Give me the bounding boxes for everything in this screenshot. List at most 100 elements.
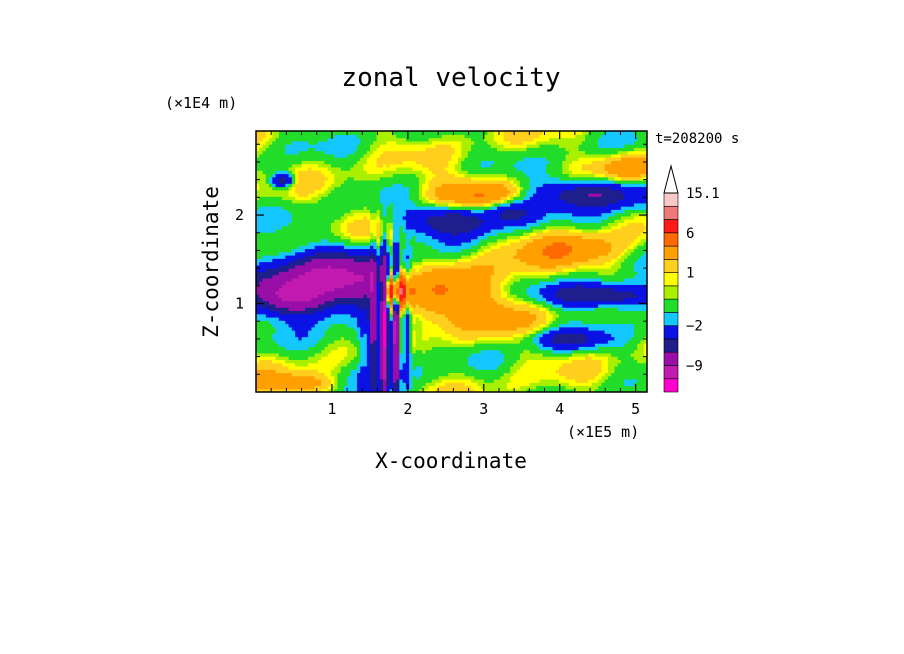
contour-cell	[594, 378, 599, 383]
contour-cell	[418, 359, 423, 364]
contour-cell	[392, 271, 397, 276]
contour-cell	[353, 287, 358, 292]
contour-cell	[259, 323, 264, 328]
contour-cell	[278, 313, 283, 318]
contour-cell	[291, 313, 296, 318]
contour-cell	[474, 382, 479, 387]
contour-cell	[386, 297, 391, 302]
contour-cell	[337, 261, 342, 266]
contour-cell	[451, 346, 456, 351]
contour-cell	[451, 281, 456, 285]
contour-cell	[451, 287, 456, 292]
contour-cell	[559, 359, 563, 364]
contour-cell	[519, 290, 524, 295]
contour-cell	[330, 388, 335, 392]
contour-cell	[617, 346, 622, 351]
contour-cell	[298, 378, 303, 383]
contour-cell	[301, 365, 306, 370]
contour-cell	[585, 388, 589, 392]
contour-cell	[340, 281, 345, 285]
contour-cell	[431, 352, 436, 357]
contour-cell	[321, 271, 326, 276]
contour-cell	[389, 378, 394, 383]
contour-cell	[327, 369, 332, 374]
contour-cell	[343, 264, 348, 269]
contour-cell	[438, 307, 443, 312]
contour-cell	[259, 254, 264, 259]
contour-cell	[428, 362, 433, 367]
contour-cell	[298, 385, 303, 390]
contour-cell	[464, 356, 469, 360]
contour-cell	[441, 261, 446, 266]
contour-cell	[405, 339, 410, 344]
contour-cell	[559, 320, 563, 325]
contour-cell	[617, 307, 622, 312]
contour-cell	[392, 258, 397, 263]
contour-cell	[366, 290, 371, 295]
contour-cell	[409, 378, 414, 383]
contour-cell	[425, 378, 430, 383]
contour-cell	[314, 284, 319, 289]
contour-cell	[477, 326, 482, 331]
contour-cell	[304, 349, 309, 354]
contour-cell	[314, 375, 319, 380]
contour-cell	[366, 336, 371, 341]
contour-cell	[379, 313, 384, 318]
contour-cell	[376, 271, 381, 276]
contour-cell	[572, 300, 576, 305]
contour-cell	[633, 336, 638, 341]
contour-cell	[373, 359, 378, 364]
contour-cell	[562, 277, 567, 282]
contour-cell	[490, 359, 495, 364]
contour-cell	[506, 316, 511, 321]
contour-cell	[409, 356, 414, 360]
contour-cell	[624, 385, 629, 390]
contour-cell	[643, 346, 647, 351]
contour-cell	[343, 320, 348, 325]
contour-cell	[594, 336, 599, 341]
contour-cell	[334, 333, 339, 338]
contour-cell	[295, 375, 299, 380]
contour-cell	[516, 261, 521, 266]
contour-cell	[435, 287, 440, 292]
contour-cell	[340, 254, 345, 259]
contour-cell	[317, 261, 322, 266]
contour-cell	[451, 343, 456, 347]
contour-cell	[510, 294, 515, 298]
contour-cell	[607, 352, 612, 357]
contour-cell	[343, 369, 348, 374]
contour-cell	[314, 277, 319, 282]
contour-cell	[532, 297, 537, 302]
contour-cell	[308, 310, 312, 315]
contour-cell	[559, 310, 563, 315]
contour-cell	[291, 284, 296, 289]
contour-cell	[392, 307, 397, 312]
contour-cell	[415, 274, 420, 279]
contour-cell	[412, 365, 417, 370]
contour-cell	[285, 369, 290, 374]
contour-cell	[562, 378, 567, 383]
contour-cell	[640, 343, 645, 347]
contour-cell	[559, 339, 563, 344]
contour-cell	[278, 320, 283, 325]
contour-cell	[370, 297, 374, 302]
contour-cell	[604, 320, 609, 325]
contour-cell	[510, 330, 515, 334]
contour-cell	[601, 372, 606, 377]
contour-cell	[428, 388, 433, 392]
contour-cell	[617, 356, 622, 360]
contour-cell	[370, 359, 374, 364]
contour-cell	[607, 274, 612, 279]
contour-cell	[454, 333, 459, 338]
contour-cell	[405, 254, 410, 259]
contour-cell	[594, 339, 599, 344]
contour-cell	[575, 268, 580, 272]
contour-cell	[418, 310, 423, 315]
contour-cell	[412, 287, 417, 292]
contour-cell	[607, 378, 612, 383]
contour-cell	[500, 316, 505, 321]
contour-cell	[601, 378, 606, 383]
contour-cell	[383, 343, 387, 347]
contour-cell	[444, 336, 449, 341]
contour-cell	[350, 297, 355, 302]
